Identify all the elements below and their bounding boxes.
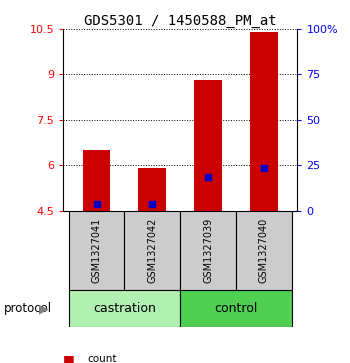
Text: protocol: protocol bbox=[4, 302, 52, 315]
Bar bbox=[250, 32, 278, 211]
Text: ■: ■ bbox=[63, 353, 75, 363]
Text: castration: castration bbox=[93, 302, 156, 315]
Text: GSM1327042: GSM1327042 bbox=[147, 218, 158, 283]
Text: GSM1327040: GSM1327040 bbox=[259, 218, 269, 283]
Title: GDS5301 / 1450588_PM_at: GDS5301 / 1450588_PM_at bbox=[84, 14, 276, 28]
Text: control: control bbox=[215, 302, 258, 315]
Text: GSM1327039: GSM1327039 bbox=[203, 218, 213, 283]
Bar bbox=[180, 211, 236, 290]
Text: count: count bbox=[88, 354, 117, 363]
Bar bbox=[236, 211, 292, 290]
Bar bbox=[124, 211, 180, 290]
Bar bbox=[69, 211, 124, 290]
Bar bbox=[83, 150, 111, 211]
Text: GSM1327041: GSM1327041 bbox=[91, 218, 102, 283]
Text: ▶: ▶ bbox=[39, 302, 49, 315]
Bar bbox=[69, 290, 180, 327]
Bar bbox=[180, 290, 292, 327]
Bar bbox=[138, 168, 166, 211]
Bar bbox=[194, 81, 222, 211]
